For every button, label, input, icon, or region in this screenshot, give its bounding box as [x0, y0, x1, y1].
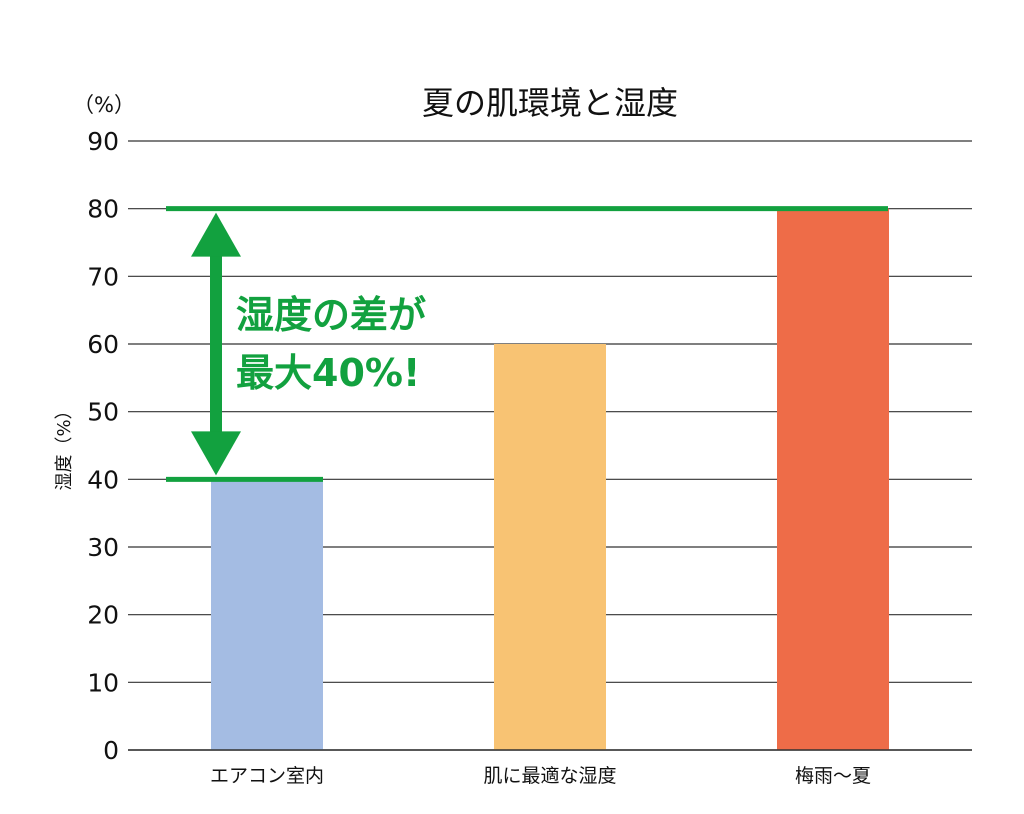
- bar: [494, 344, 606, 750]
- category-labels: エアコン室内 肌に最適な湿度 梅雨～夏: [210, 765, 871, 787]
- y-tick-label: 10: [87, 668, 119, 697]
- bar: [211, 479, 323, 750]
- category-label: 梅雨～夏: [795, 765, 871, 787]
- y-tick-label: 0: [103, 736, 119, 765]
- bars: [128, 208, 972, 751]
- arrow-down-head: [191, 431, 241, 476]
- y-tick-label: 70: [87, 262, 119, 291]
- y-tick-label: 30: [87, 533, 119, 562]
- y-tick-label: 90: [87, 127, 119, 156]
- y-axis-label: 湿度（%）: [54, 401, 75, 490]
- chart-title: 夏の肌環境と湿度: [422, 84, 678, 122]
- y-unit-label: （%）: [73, 93, 135, 117]
- y-tick-labels: 0 10 20 30 40 50 60 70 80 90: [87, 127, 119, 765]
- y-tick-label: 60: [87, 330, 119, 359]
- y-tick-label: 40: [87, 465, 119, 494]
- annotation-line-1: 湿度の差が: [236, 293, 426, 337]
- category-label: エアコン室内: [210, 765, 324, 787]
- y-tick-label: 20: [87, 601, 119, 630]
- annotation-line-2: 最大40%!: [236, 351, 420, 395]
- arrow-up-head: [191, 212, 241, 257]
- bar: [777, 208, 889, 750]
- y-tick-label: 80: [87, 195, 119, 224]
- y-tick-label: 50: [87, 398, 119, 427]
- category-label: 肌に最適な湿度: [483, 765, 616, 787]
